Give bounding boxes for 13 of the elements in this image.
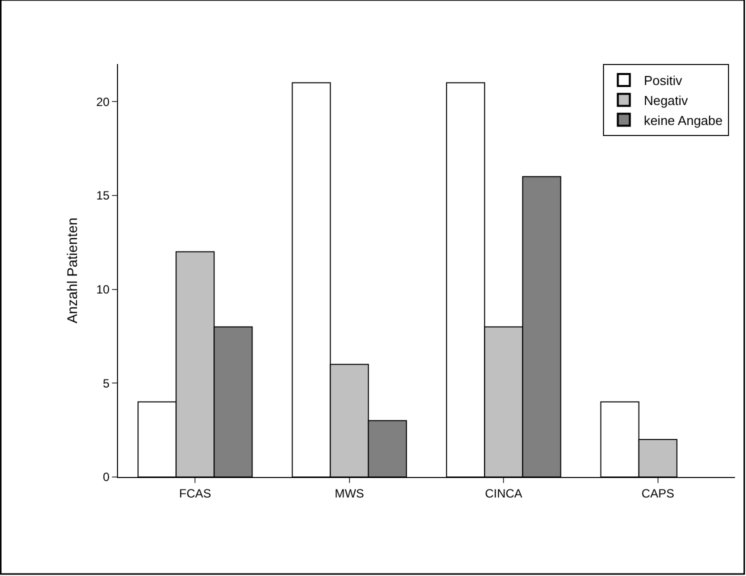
legend-label: Negativ [644,92,688,108]
legend-label: keine Angabe [644,112,723,128]
y-tick-label: 15 [96,188,110,203]
y-tick-label: 5 [102,376,110,390]
x-tick-label: CINCA [484,486,522,500]
x-tick-label: MWS [334,486,364,500]
x-tick-label: FCAS [179,486,212,500]
y-tick-label: 10 [96,282,110,296]
y-axis-title: Anzahl Patienten [64,218,80,324]
y-tick-label: 0 [102,470,110,484]
legend-label: Positiv [644,73,683,88]
x-tick-label: CAPS [642,486,674,500]
y-tick-label: 20 [96,94,110,109]
